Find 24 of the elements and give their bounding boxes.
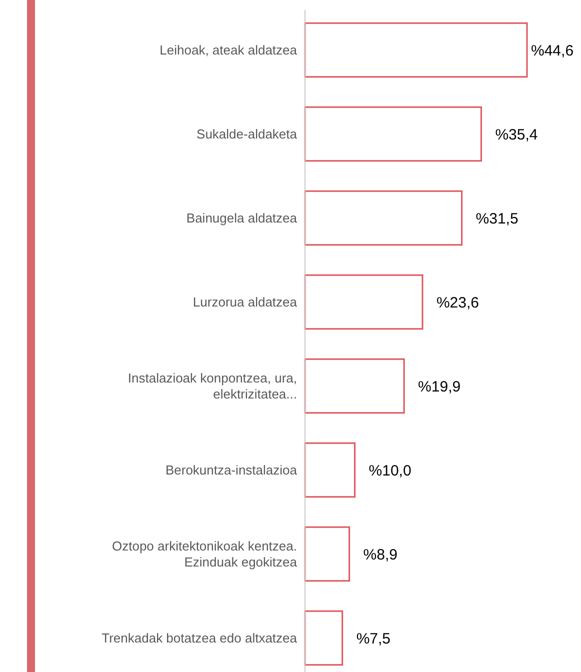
y-tick-label: Sukalde-aldaketa xyxy=(196,126,298,142)
y-tick-label: Trenkadak botatzea edo altxatzea xyxy=(102,630,298,646)
bar xyxy=(304,22,528,78)
y-tick-label: Oztopo arkitektonikoak kentzea. Ezinduak egokitzea xyxy=(112,538,298,570)
data-label: %35,4 xyxy=(495,126,538,144)
bar xyxy=(304,442,356,498)
bar xyxy=(304,274,424,330)
data-label: %44,6 xyxy=(531,42,574,60)
data-label: %8,9 xyxy=(363,546,398,564)
bar xyxy=(304,526,350,582)
bar xyxy=(304,106,482,162)
data-label: %23,6 xyxy=(436,294,480,312)
y-tick-label: Instalazioak konpontzea, ura, elektrizitatea... xyxy=(128,370,297,402)
y-tick-label: Lurzorua aldatzea xyxy=(192,294,298,310)
data-label: %19,9 xyxy=(418,378,461,396)
y-tick-label: Bainugela aldatzea xyxy=(186,210,298,226)
data-label: %31,5 xyxy=(476,210,518,228)
bar xyxy=(304,190,463,246)
data-label: %10,0 xyxy=(368,462,412,480)
y-tick-label: Leihoak, ateak aldatzea xyxy=(160,42,298,58)
bar xyxy=(304,610,344,666)
data-label: %7,5 xyxy=(356,630,391,648)
y-tick-label: Berokuntza-instalazioa xyxy=(165,462,298,478)
bar xyxy=(304,358,405,414)
